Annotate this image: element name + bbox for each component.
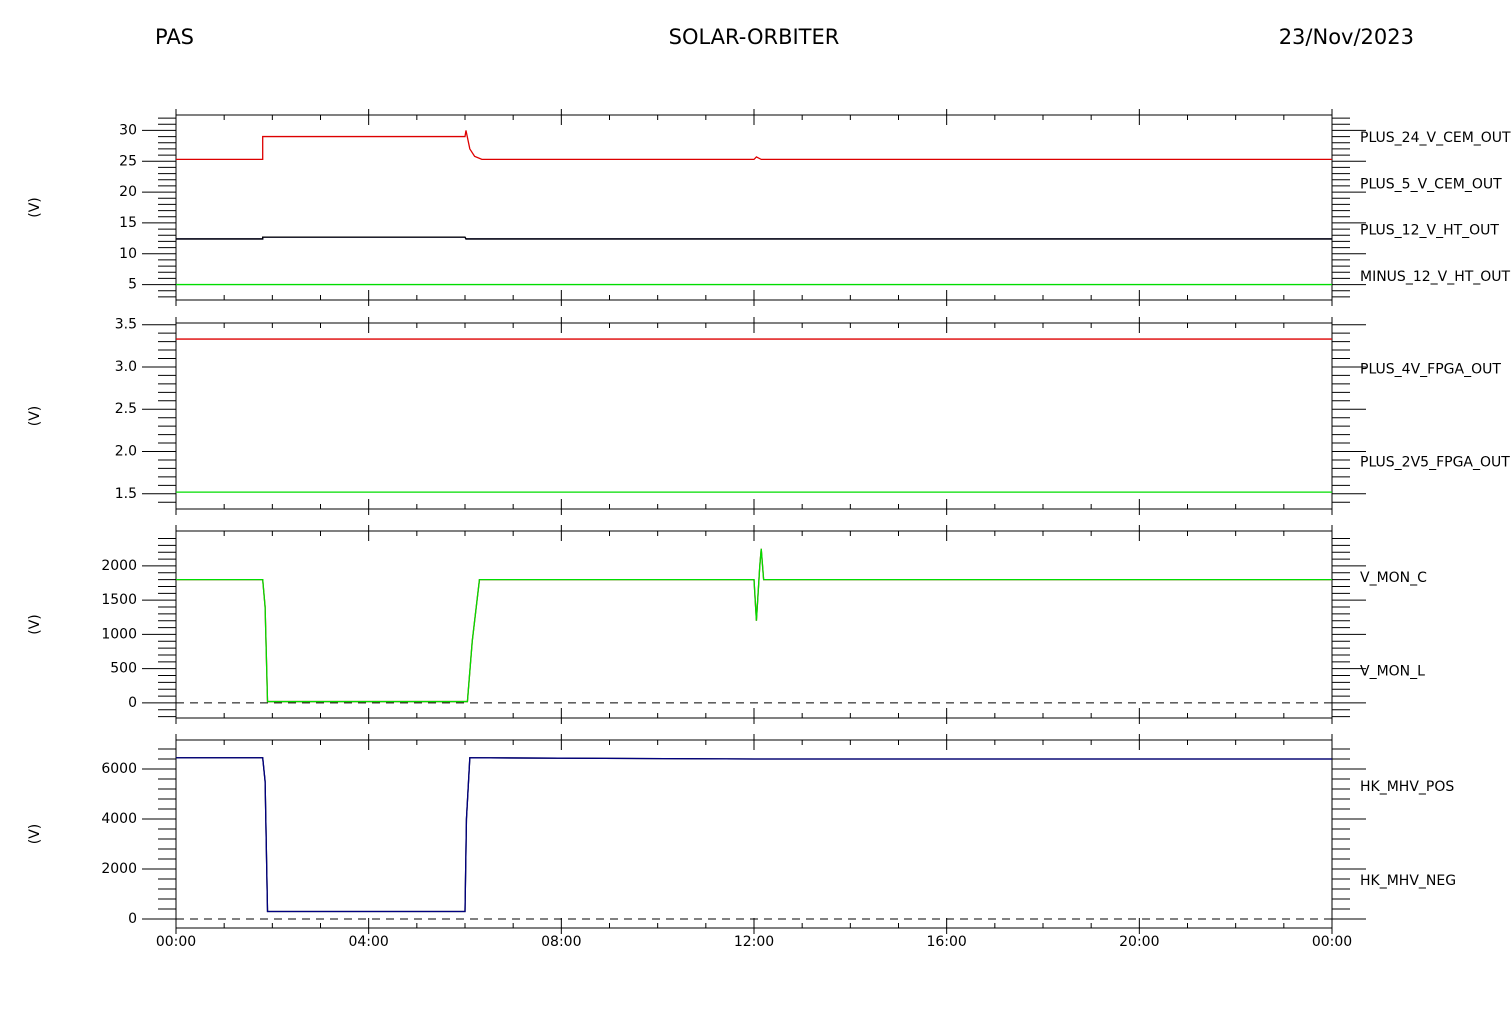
y-tick-label: 5 bbox=[128, 277, 137, 293]
y-tick-label: 20 bbox=[119, 184, 137, 200]
series-line bbox=[176, 236, 1332, 240]
legend-label: MINUS_12_V_HT_OUT bbox=[1360, 269, 1511, 285]
header-center: SOLAR-ORBITER bbox=[669, 25, 840, 49]
x-tick-label: 20:00 bbox=[1119, 934, 1159, 950]
y-tick-label: 2000 bbox=[101, 558, 137, 574]
y-tick-label: 0 bbox=[128, 695, 137, 711]
legend-label: HK_MHV_NEG bbox=[1360, 873, 1456, 889]
x-tick-label: 16:00 bbox=[926, 934, 966, 950]
series-line bbox=[176, 548, 1332, 703]
y-tick-label: 2000 bbox=[101, 861, 137, 877]
y-tick-label: 4000 bbox=[101, 811, 137, 827]
y-tick-label: 1.5 bbox=[115, 486, 137, 502]
x-tick-label: 04:00 bbox=[348, 934, 388, 950]
legend-label: PLUS_2V5_FPGA_OUT bbox=[1360, 455, 1510, 471]
y-tick-label: 2.0 bbox=[115, 444, 137, 460]
y-tick-label: 30 bbox=[119, 122, 137, 138]
y-tick-label: 15 bbox=[119, 215, 137, 231]
legend-label: V_MON_L bbox=[1360, 663, 1425, 679]
y-tick-label: 3.0 bbox=[115, 359, 137, 375]
x-tick-label: 00:00 bbox=[1312, 934, 1352, 950]
series-line bbox=[176, 130, 1332, 161]
plot-frame bbox=[175, 530, 1333, 719]
legend-label: HK_MHV_POS bbox=[1360, 779, 1454, 795]
y-axis-label: (V) bbox=[27, 824, 43, 845]
y-tick-label: 1000 bbox=[101, 626, 137, 642]
y-tick-label: 500 bbox=[110, 661, 137, 677]
series-line bbox=[176, 757, 1332, 913]
legend-label: V_MON_C bbox=[1360, 570, 1427, 586]
legend-label: PLUS_12_V_HT_OUT bbox=[1360, 223, 1499, 239]
y-tick-label: 10 bbox=[119, 246, 137, 262]
y-tick-label: 6000 bbox=[101, 761, 137, 777]
legend-label: PLUS_4V_FPGA_OUT bbox=[1360, 362, 1501, 378]
y-axis-label: (V) bbox=[27, 406, 43, 427]
series-line bbox=[176, 757, 1332, 913]
x-tick-label: 00:00 bbox=[156, 934, 196, 950]
header-left: PAS bbox=[155, 25, 194, 49]
y-axis-label: (V) bbox=[27, 197, 43, 218]
y-axis-label: (V) bbox=[27, 614, 43, 635]
legend-label: PLUS_24_V_CEM_OUT bbox=[1360, 130, 1511, 146]
y-tick-label: 1500 bbox=[101, 592, 137, 608]
series-line bbox=[176, 548, 1332, 703]
legend-label: PLUS_5_V_CEM_OUT bbox=[1360, 176, 1502, 192]
plot-frame bbox=[175, 739, 1333, 929]
y-tick-label: 3.5 bbox=[115, 317, 137, 333]
y-tick-label: 25 bbox=[119, 153, 137, 169]
plot-frame bbox=[175, 322, 1333, 510]
plot-frame bbox=[175, 114, 1333, 301]
x-tick-label: 08:00 bbox=[541, 934, 581, 950]
y-tick-label: 2.5 bbox=[115, 401, 137, 417]
x-tick-label: 12:00 bbox=[734, 934, 774, 950]
y-tick-label: 0 bbox=[128, 911, 137, 927]
header-right: 23/Nov/2023 bbox=[1279, 25, 1414, 49]
